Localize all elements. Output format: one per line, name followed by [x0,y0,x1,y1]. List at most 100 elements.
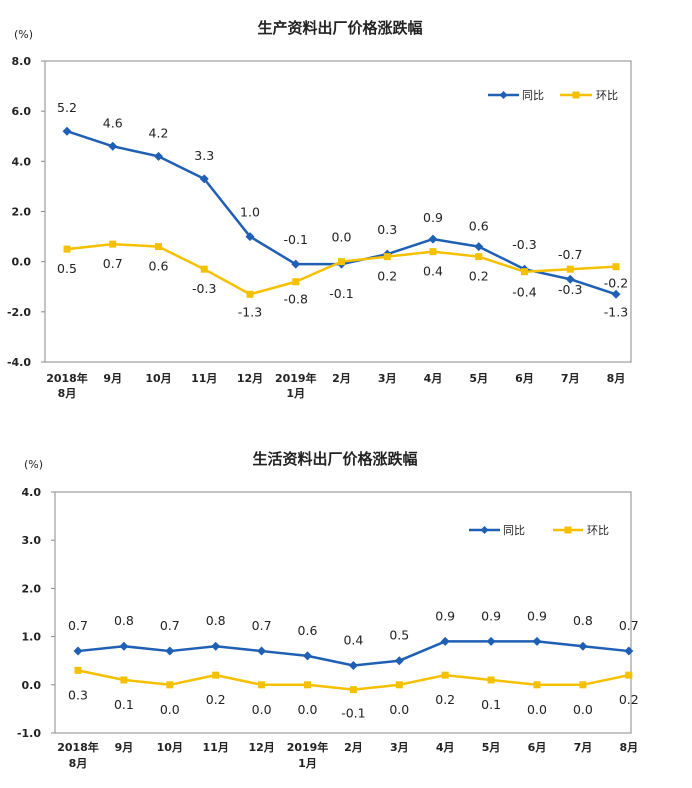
data-point [383,253,391,261]
data-label: -0.4 [512,285,536,300]
data-point [625,671,633,679]
data-point [154,151,163,161]
data-label: 0.2 [435,692,455,707]
data-label: 0.7 [103,256,123,271]
data-label: 0.6 [298,623,318,638]
data-label: 0.3 [377,222,397,237]
data-point [200,265,208,273]
data-point [155,243,162,251]
data-point [395,681,403,689]
data-point [166,681,174,689]
x-tick-label: 7月 [574,741,593,754]
x-tick-label: 7月 [561,372,580,385]
data-label: 0.7 [160,618,180,633]
data-point [338,258,345,266]
data-point [521,268,528,276]
data-label: 0.8 [114,613,134,628]
legend-label: 同比 [522,89,544,102]
data-label: -0.1 [329,286,353,301]
data-point [245,232,255,242]
data-label: -0.3 [558,282,582,297]
y-tick-label: -1.0 [17,727,41,740]
x-tick-label: 8月 [607,372,626,385]
data-point [120,676,128,684]
data-label: -0.2 [604,276,628,291]
data-label: 0.2 [619,692,639,707]
plot-area [44,60,632,363]
data-label: -0.7 [558,247,582,262]
data-point [108,141,118,151]
data-point [246,290,254,298]
data-label: -0.3 [512,237,536,252]
data-label: 0.0 [332,230,352,245]
x-tick-label: 6月 [515,372,534,385]
legend-label: 同比 [503,524,525,537]
data-label: 0.1 [481,697,501,712]
data-point [579,681,587,689]
data-point [532,636,542,646]
data-point [624,646,634,656]
chart-2: 生活资料出厂价格涨跌幅 (%) 4.0 3.0 2.0 1.0 0.0 -1.0 2018年 8月… [17,450,639,770]
x-tick-label: 12月 [237,372,263,385]
data-label: 0.5 [57,261,77,276]
x-tick-label: 11月 [191,372,217,385]
data-point [428,234,438,244]
data-point [119,641,129,651]
data-label: 0.1 [114,697,134,712]
data-point [612,263,620,271]
legend-marker [572,91,580,99]
data-point [212,671,220,679]
plot-area [54,491,632,734]
data-point [578,641,588,651]
data-point [429,248,437,256]
data-label: 0.0 [160,702,180,717]
data-label: 0.4 [423,264,443,279]
legend-marker [499,91,508,99]
data-label: 0.7 [252,618,272,633]
data-label: 0.7 [619,618,639,633]
data-point [611,289,621,299]
y-tick-label: 0.0 [12,256,32,269]
data-label: 0.7 [68,618,88,633]
y-tick-label: 3.0 [22,534,42,547]
data-label: 0.0 [252,702,272,717]
x-tick-label: 10月 [145,372,171,385]
data-label: 0.4 [343,633,363,648]
data-label: -0.1 [341,706,365,721]
data-point [291,259,301,269]
data-label: 0.6 [469,219,489,234]
data-point [62,126,72,136]
x-tick-label: 3月 [390,741,409,754]
y-tick-label: 4.0 [12,155,32,168]
x-tick-label: 1月 [286,387,305,400]
x-tick-label: 2月 [344,741,363,754]
chart-title: 生产资料出厂价格涨跌幅 [257,19,422,37]
x-tick-label: 10月 [157,741,183,754]
data-label: 0.6 [149,259,169,274]
data-label: 0.2 [469,269,489,284]
data-label: 0.9 [423,210,443,225]
x-tick-label: 5月 [482,741,501,754]
data-point [165,646,175,656]
data-label: 0.0 [527,702,547,717]
data-label: 0.9 [527,608,547,623]
y-tick-label: 4.0 [22,486,42,499]
y-tick-label: -2.0 [7,306,31,319]
legend-marker [480,526,489,534]
x-tick-label: 2019年 [287,740,329,754]
data-label: 0.8 [206,613,226,628]
y-unit-label: (%) [24,458,43,471]
data-point [441,671,449,679]
legend-label: 环比 [596,89,618,102]
data-point [486,636,496,646]
data-label: 0.0 [573,702,593,717]
data-label: 0.5 [389,628,409,643]
data-point [440,636,450,646]
data-point [258,681,266,689]
data-point [74,666,82,674]
data-point [565,274,575,284]
x-tick-label: 3月 [378,372,397,385]
data-point [475,253,483,261]
data-point [487,676,495,684]
x-tick-label: 9月 [103,372,122,385]
